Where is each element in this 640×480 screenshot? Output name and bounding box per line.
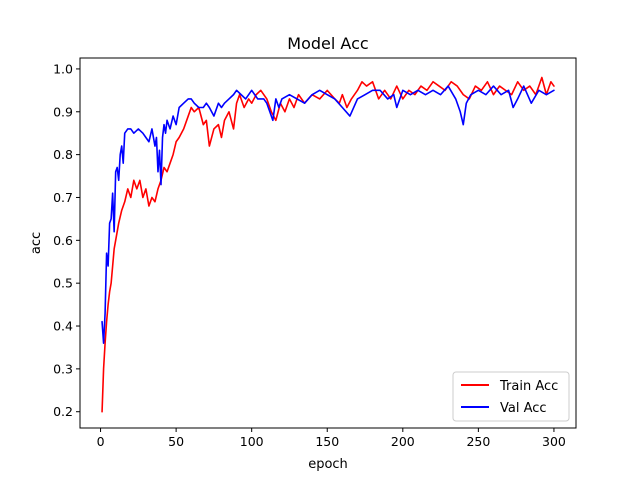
y-tick-label: 0.9 xyxy=(53,104,73,119)
y-tick-label: 0.3 xyxy=(53,361,73,376)
y-tick-label: 0.2 xyxy=(53,404,73,419)
y-tick-label: 0.4 xyxy=(53,319,73,334)
y-tick-label: 0.6 xyxy=(53,233,73,248)
y-axis-label: acc xyxy=(29,232,44,254)
x-tick-label: 100 xyxy=(240,434,264,449)
series-layer xyxy=(101,76,555,413)
x-tick-label: 200 xyxy=(391,434,415,449)
x-tick-label: 150 xyxy=(315,434,339,449)
legend: Train Acc Val Acc xyxy=(452,371,570,422)
plot-frame xyxy=(79,57,577,429)
y-tick-label: 1.0 xyxy=(53,61,73,76)
x-tick-label: 250 xyxy=(466,434,490,449)
y-tick-label: 0.7 xyxy=(53,190,73,205)
x-tick-label: 300 xyxy=(542,434,566,449)
legend-label-train: Train Acc xyxy=(499,379,558,394)
val-acc-line xyxy=(101,85,555,344)
legend-label-val: Val Acc xyxy=(500,401,547,416)
train-acc-line xyxy=(101,76,555,413)
y-tick-label: 0.8 xyxy=(53,147,73,162)
y-tick-label: 0.5 xyxy=(53,276,73,291)
x-axis: 0 50 100 150 200 250 300 xyxy=(97,428,566,449)
y-axis: 0.2 0.3 0.4 0.5 0.6 0.7 0.8 0.9 1.0 xyxy=(53,61,80,419)
x-axis-label: epoch xyxy=(308,457,348,472)
chart-title: Model Acc xyxy=(287,34,368,53)
plot-area xyxy=(79,57,577,429)
x-tick-label: 0 xyxy=(97,434,105,449)
x-tick-label: 50 xyxy=(168,434,184,449)
